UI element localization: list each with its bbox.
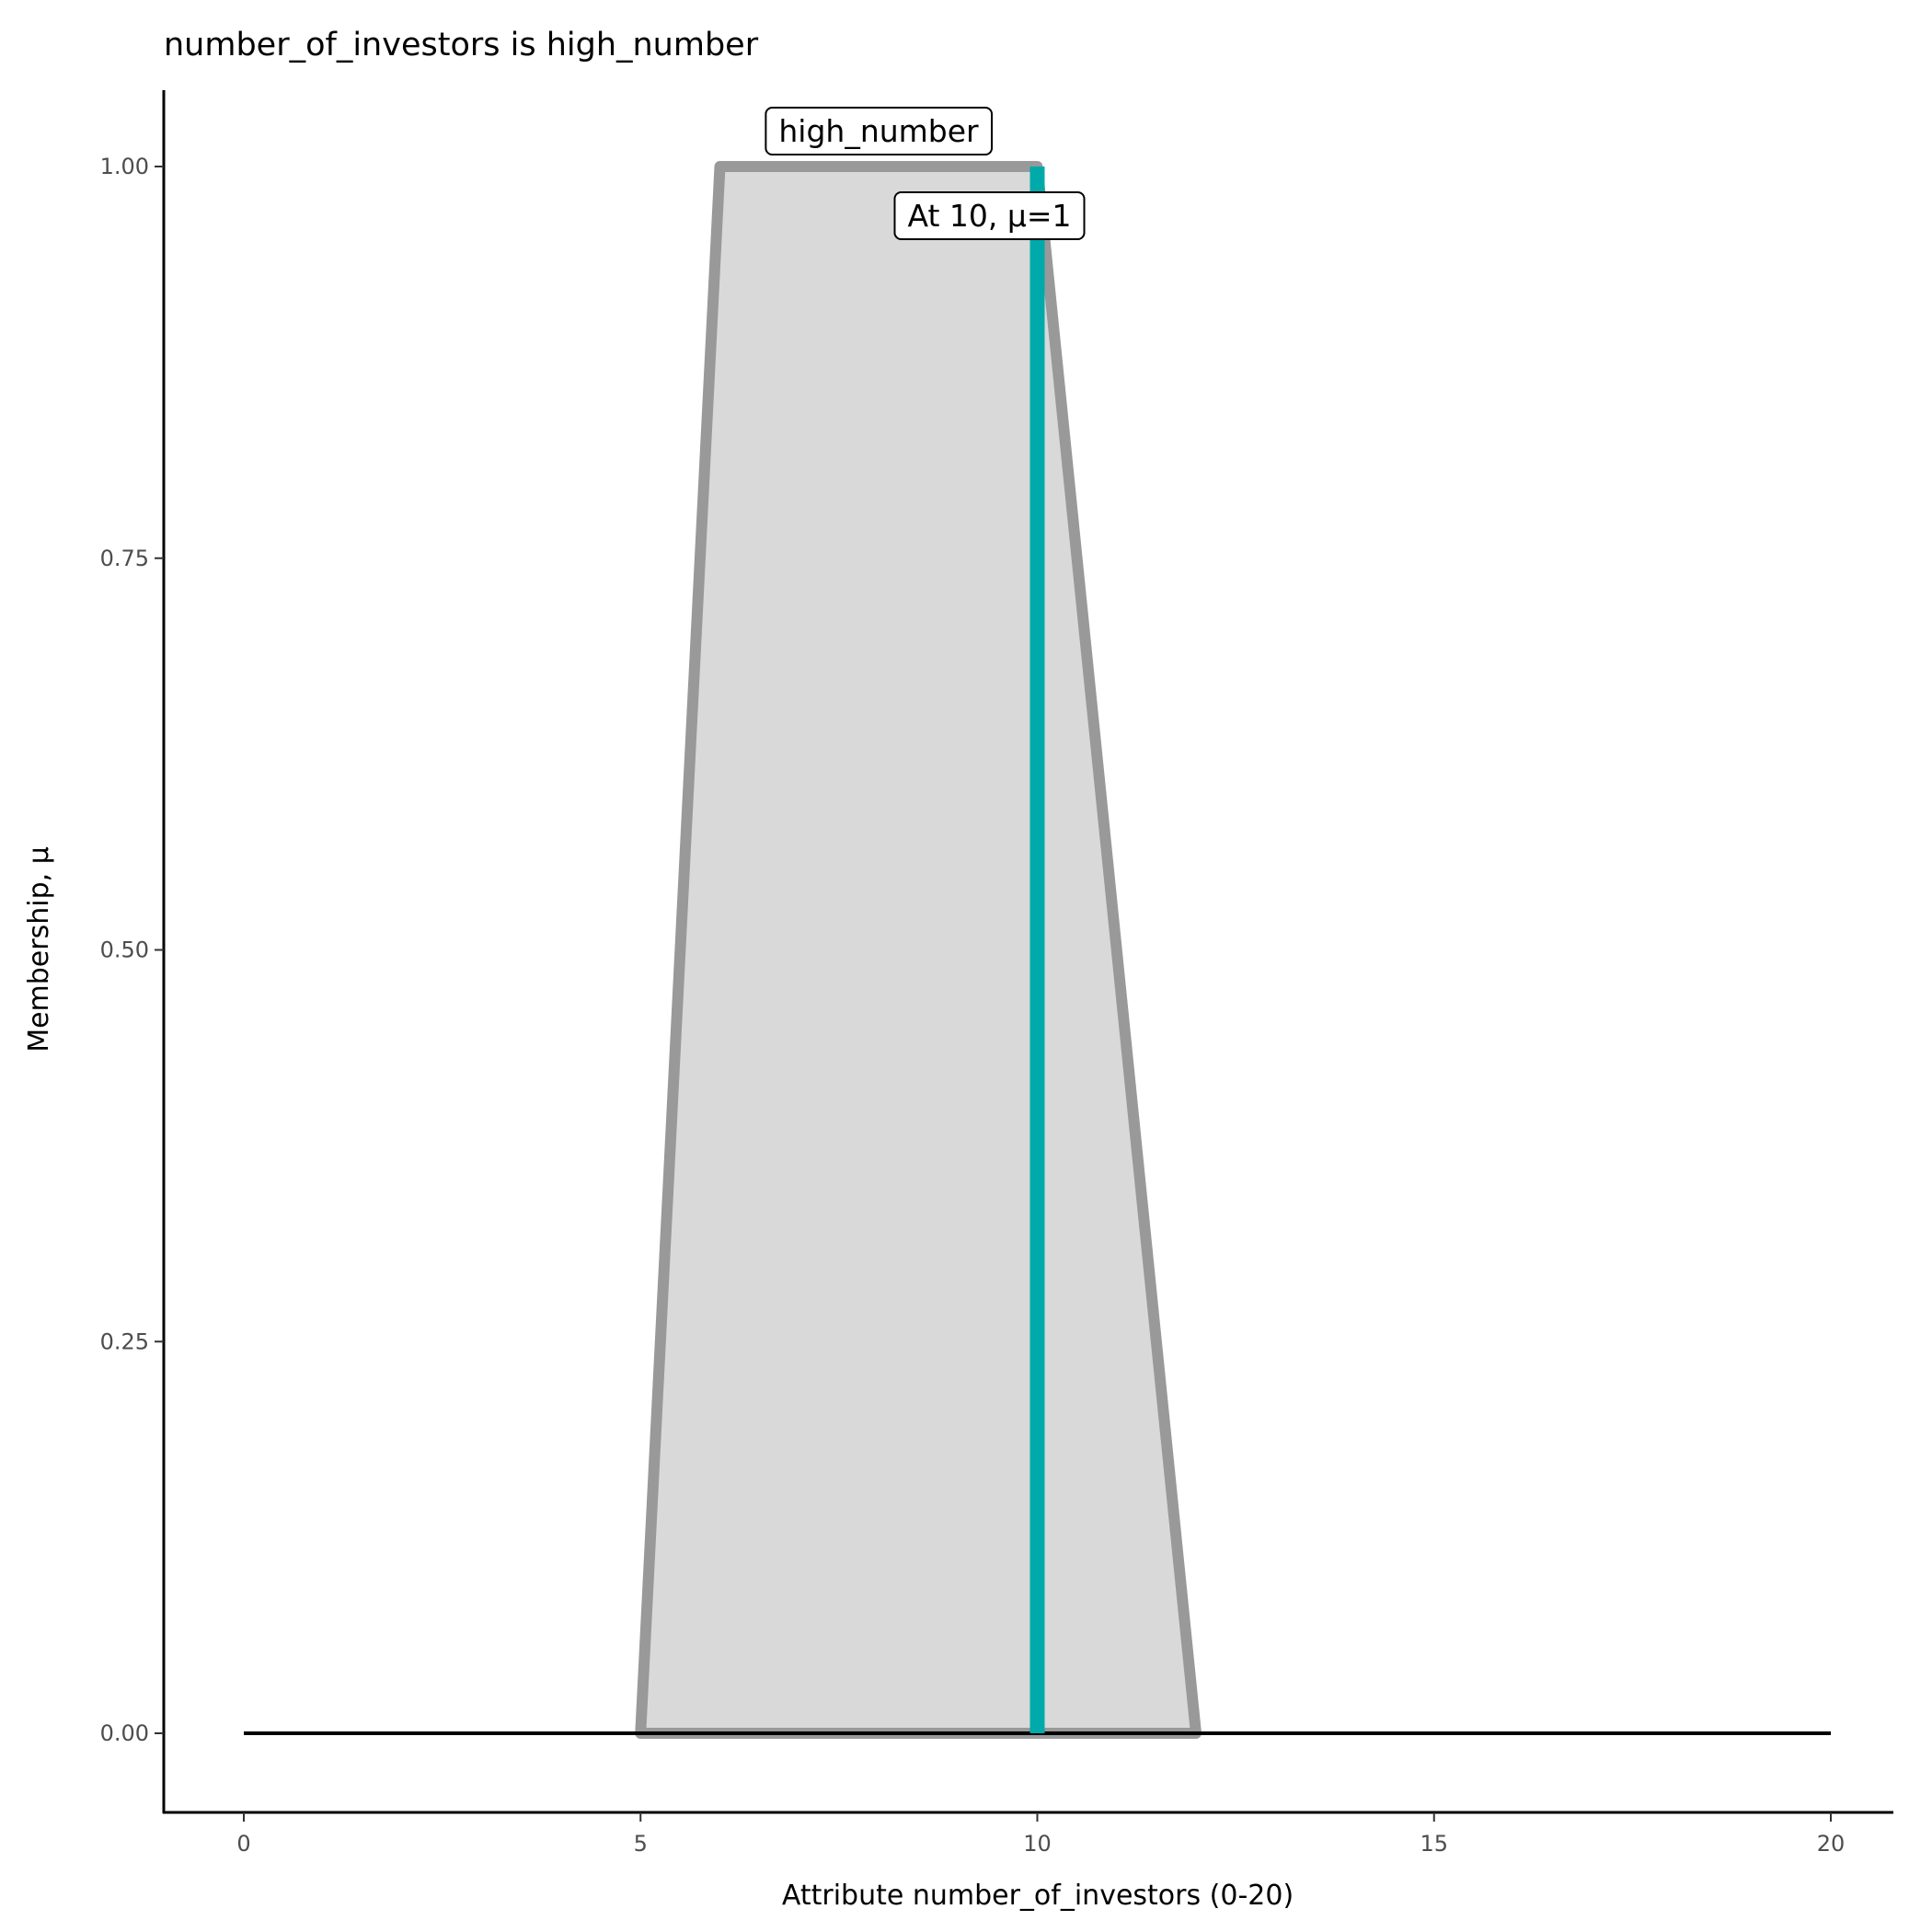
x-tick-label: 5 xyxy=(634,1831,648,1857)
y-tick-label: 0.00 xyxy=(100,1720,149,1746)
y-tick-label: 0.25 xyxy=(100,1328,149,1354)
x-tick-label: 20 xyxy=(1817,1831,1846,1857)
series-label: high_number xyxy=(778,113,979,149)
chart-title: number_of_investors is high_number xyxy=(164,27,759,63)
y-tick-label: 0.50 xyxy=(100,937,149,963)
x-tick-label: 10 xyxy=(1023,1831,1052,1857)
series-label-box xyxy=(765,107,994,155)
marker-label-box xyxy=(893,191,1086,240)
x-tick-label: 15 xyxy=(1420,1831,1448,1857)
marker-label: At 10, μ=1 xyxy=(907,198,1071,234)
y-tick-label: 0.75 xyxy=(100,546,149,571)
x-tick-label: 0 xyxy=(236,1831,250,1857)
y-tick-label: 1.00 xyxy=(100,154,149,179)
x-axis-title: Attribute number_of_investors (0-20) xyxy=(782,1880,1294,1912)
y-axis-title: Membership, μ xyxy=(23,846,55,1052)
membership-area xyxy=(635,161,1202,1739)
